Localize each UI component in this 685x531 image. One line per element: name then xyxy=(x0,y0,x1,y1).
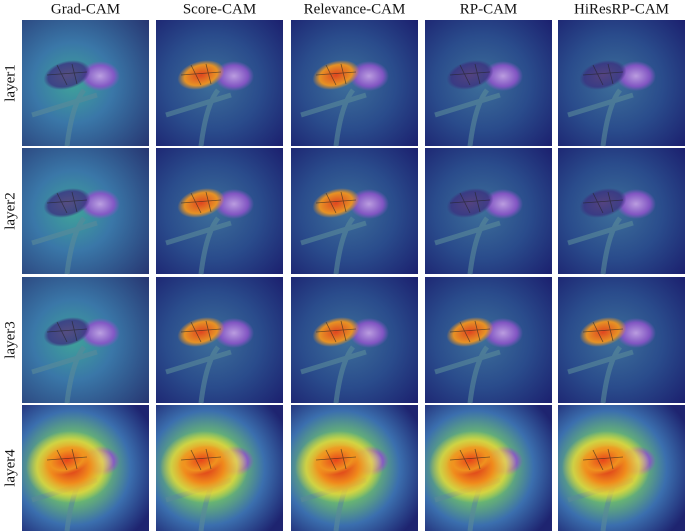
butterfly-wing xyxy=(446,317,494,347)
wing-veins xyxy=(46,320,88,343)
stem xyxy=(300,216,367,275)
wing-veins xyxy=(180,63,222,86)
wing-veins xyxy=(315,191,357,214)
column-header: Score-CAM xyxy=(183,1,256,17)
wing-veins xyxy=(582,191,624,214)
butterfly-wing xyxy=(312,188,360,218)
heatmap-image xyxy=(425,277,552,404)
heatmap-image xyxy=(558,405,685,531)
butterfly-wing xyxy=(579,445,627,475)
wing-veins xyxy=(180,448,222,471)
butterfly-wing xyxy=(177,60,225,90)
column-headers: Grad-CAM Score-CAM Relevance-CAM RP-CAM HiRe… xyxy=(51,1,669,17)
wing-veins xyxy=(449,448,491,471)
butterfly-wing xyxy=(43,188,91,218)
stem xyxy=(300,345,367,404)
butterfly-wing xyxy=(177,188,225,218)
butterfly-wing xyxy=(579,317,627,347)
stem xyxy=(567,88,634,147)
butterfly-wing xyxy=(312,317,360,347)
heatmap-image xyxy=(156,148,283,275)
wing-veins xyxy=(315,320,357,343)
row-label: layer3 xyxy=(2,321,18,358)
stem xyxy=(567,216,634,275)
wing-veins xyxy=(46,448,88,471)
stem xyxy=(31,88,98,147)
butterfly-wing xyxy=(446,445,494,475)
butterfly-wing xyxy=(446,188,494,218)
row-labels: layer1 layer2 layer3 layer4 xyxy=(2,64,18,486)
column-header: Grad-CAM xyxy=(51,1,120,17)
stem xyxy=(300,88,367,147)
wing-veins xyxy=(582,448,624,471)
wing-veins xyxy=(46,191,88,214)
wing-veins xyxy=(582,63,624,86)
butterfly-wing xyxy=(312,445,360,475)
stem xyxy=(434,345,501,404)
column-header: HiResRP-CAM xyxy=(574,1,669,17)
heatmap-image xyxy=(22,148,149,275)
butterfly-wing xyxy=(177,445,225,475)
column-header: RP-CAM xyxy=(460,1,518,17)
column-header: Relevance-CAM xyxy=(304,1,406,17)
wing-veins xyxy=(449,320,491,343)
stem xyxy=(567,345,634,404)
stem xyxy=(434,88,501,147)
stem xyxy=(165,345,232,404)
wing-veins xyxy=(315,63,357,86)
butterfly-wing xyxy=(177,317,225,347)
stem xyxy=(434,216,501,275)
butterfly-wing xyxy=(579,60,627,90)
heatmap-image xyxy=(425,20,552,147)
stem xyxy=(165,88,232,147)
heatmap-image xyxy=(425,148,552,275)
heatmap-image xyxy=(558,20,685,147)
wing-veins xyxy=(582,320,624,343)
heatmap-image xyxy=(156,405,283,531)
butterfly-wing xyxy=(43,60,91,90)
heatmap-image xyxy=(425,405,552,531)
wing-veins xyxy=(180,191,222,214)
wing-veins xyxy=(315,448,357,471)
butterfly-wing xyxy=(43,317,91,347)
wing-veins xyxy=(46,63,88,86)
stem xyxy=(165,216,232,275)
butterfly-wing xyxy=(446,60,494,90)
image-grid xyxy=(22,20,685,531)
heatmap-image xyxy=(156,20,283,147)
heatmap-image xyxy=(291,277,418,404)
wing-veins xyxy=(180,320,222,343)
heatmap-image xyxy=(22,20,149,147)
row-label: layer4 xyxy=(2,449,18,487)
wing-veins xyxy=(449,191,491,214)
heatmap-image xyxy=(291,20,418,147)
wing-veins xyxy=(449,63,491,86)
row-label: layer2 xyxy=(2,192,18,229)
heatmap-image xyxy=(156,277,283,404)
heatmap-image xyxy=(558,148,685,275)
heatmap-image xyxy=(558,277,685,404)
butterfly-wing xyxy=(579,188,627,218)
heatmap-image xyxy=(291,148,418,275)
butterfly-wing xyxy=(312,60,360,90)
row-label: layer1 xyxy=(2,64,18,101)
butterfly-wing xyxy=(43,445,91,475)
heatmap-image xyxy=(22,277,149,404)
heatmap-image xyxy=(22,405,149,531)
stem xyxy=(31,216,98,275)
heatmap-image xyxy=(291,405,418,531)
stem xyxy=(31,345,98,404)
